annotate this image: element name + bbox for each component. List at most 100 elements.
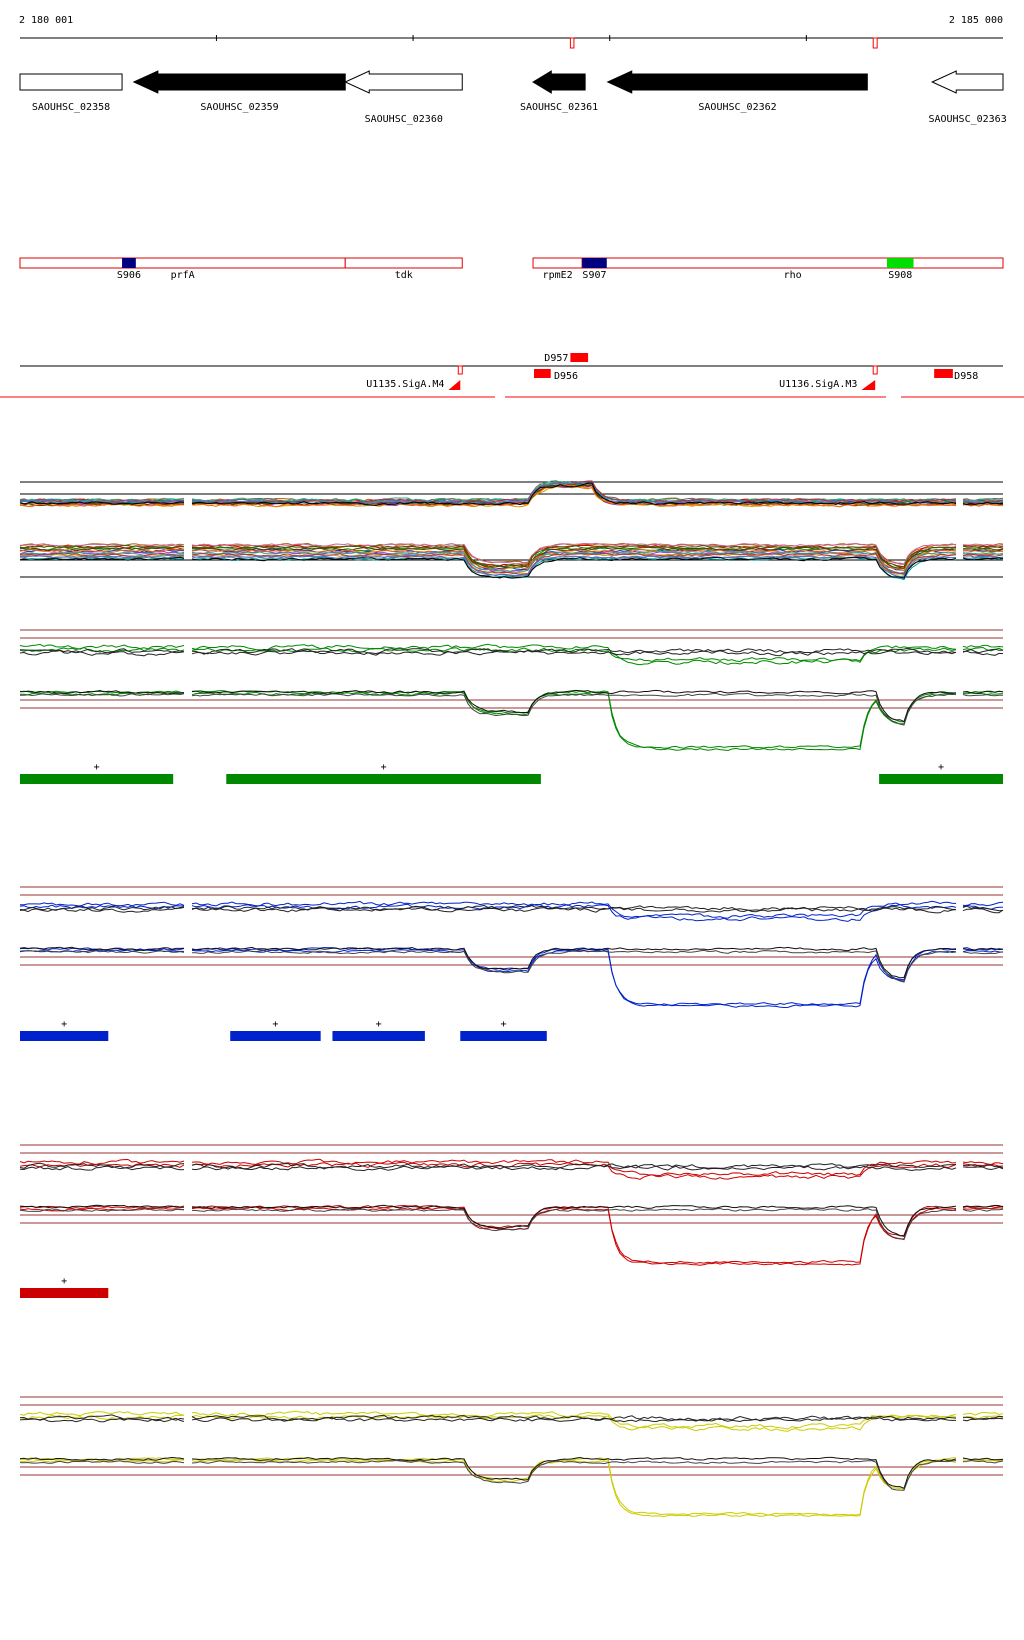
profile-line	[19, 1411, 185, 1417]
profile-line	[962, 694, 1003, 697]
operon-segment	[19, 257, 346, 269]
profile-line	[191, 1456, 957, 1489]
profile-line	[19, 643, 185, 650]
segment-bar	[20, 774, 174, 784]
profile-line	[191, 1207, 957, 1241]
promoter-tick	[872, 365, 878, 375]
segment-bar	[332, 1031, 425, 1041]
gene-label: SAOUHSC_02358	[32, 102, 110, 113]
operon-label: prfA	[171, 270, 195, 281]
profile-line	[191, 544, 957, 568]
profile-line	[962, 950, 1004, 953]
profile-line	[191, 692, 957, 726]
profile-line	[191, 549, 957, 572]
profile-line	[962, 1415, 1004, 1420]
feature-box	[534, 369, 551, 378]
profile-line	[191, 946, 957, 1006]
ruler-start-label: 2 180 001	[19, 15, 73, 26]
profile-line	[191, 689, 957, 723]
operon-label: rho	[784, 270, 802, 281]
profile-line	[191, 647, 957, 666]
profile-line	[962, 557, 1004, 561]
profile-line	[191, 949, 957, 983]
profile-line	[191, 1206, 957, 1266]
profile-line	[962, 901, 1004, 907]
operon-segment	[581, 257, 1004, 269]
profile-line	[962, 1204, 1004, 1208]
profile-line	[191, 900, 957, 919]
profile-line	[191, 690, 957, 749]
profile-line	[191, 550, 957, 574]
profile-line	[191, 542, 957, 565]
profile-line	[19, 904, 185, 910]
profile-line	[962, 1415, 1004, 1420]
profile-line	[191, 556, 957, 579]
profile-line	[19, 1165, 185, 1171]
profile-line	[20, 901, 185, 907]
profile-line	[20, 693, 185, 697]
feature-box	[934, 369, 953, 378]
profile-line	[19, 950, 185, 954]
profile-line	[19, 552, 185, 557]
gene-track: SAOUHSC_02358 SAOUHSC_02359 SAOUHSC_02360 S…	[19, 70, 1007, 125]
gene-arrow	[132, 70, 346, 94]
profile-line	[191, 556, 957, 581]
site-box	[122, 258, 136, 268]
profile-line	[191, 484, 957, 508]
operon-segment	[532, 257, 583, 269]
profile-line	[962, 907, 1004, 914]
profile-line	[191, 1164, 957, 1172]
expression-profiles	[19, 480, 1004, 1518]
profile-line	[19, 543, 185, 548]
profile-line	[191, 906, 957, 914]
profile-line	[19, 1158, 185, 1166]
profile-line	[962, 552, 1004, 555]
segment-strand-label: +	[61, 1276, 67, 1287]
feature-label: D956	[554, 371, 578, 382]
profile-line	[191, 647, 957, 655]
feature-label: U1135.SigA.M4	[366, 379, 444, 390]
profile-line	[962, 501, 1004, 506]
profile-line	[962, 547, 1004, 551]
profile-line	[191, 546, 957, 569]
profile-line	[962, 1417, 1004, 1422]
gene-arrow	[344, 70, 463, 94]
profile-line	[191, 482, 957, 506]
site-box	[582, 258, 607, 268]
profile-line	[191, 643, 957, 663]
profile-line	[191, 552, 957, 575]
operon-label: tdk	[395, 270, 413, 281]
feature-label: D958	[954, 371, 978, 382]
profile-line	[19, 648, 185, 654]
profile-line	[962, 1166, 1004, 1171]
gene-label: SAOUHSC_02363	[928, 114, 1006, 125]
gene-arrow	[931, 70, 1004, 94]
profile-line	[962, 545, 1004, 549]
segment-bar	[230, 1031, 321, 1041]
profile-line	[962, 553, 1004, 557]
segment-bar	[879, 774, 1003, 784]
profile-line	[191, 1459, 957, 1491]
profile-line	[19, 649, 185, 657]
ruler-marker	[872, 37, 878, 49]
profile-line	[19, 547, 185, 552]
profile-line	[191, 480, 957, 504]
profile-line	[19, 497, 185, 503]
profile-line	[962, 692, 1004, 695]
segment-bar	[20, 1288, 109, 1298]
profile-line	[19, 1162, 185, 1170]
profile-line	[962, 951, 1004, 955]
ruler-end-label: 2 185 000	[949, 15, 1003, 26]
profile-line	[191, 1458, 957, 1518]
profile-line	[19, 1417, 185, 1423]
gene-label: SAOUHSC_02361	[520, 102, 598, 113]
segment-bar	[226, 774, 541, 784]
profile-line	[962, 905, 1004, 912]
segment-strand-label: +	[376, 1019, 382, 1030]
profile-line	[19, 1204, 185, 1209]
segment-bar	[20, 1031, 109, 1041]
profile-line	[962, 1459, 1004, 1464]
profile-line	[191, 1416, 956, 1423]
profile-line	[19, 1207, 185, 1212]
